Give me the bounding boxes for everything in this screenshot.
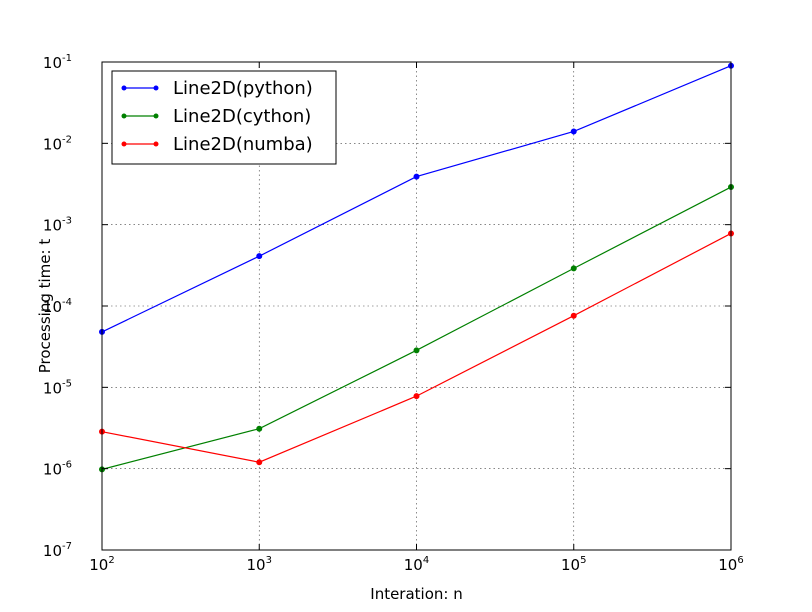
legend-box: [111, 70, 337, 165]
legend-label: Line2D(python): [173, 78, 313, 99]
x-tick-label: 103: [247, 555, 272, 574]
y-tick-label: 10-5: [43, 378, 72, 397]
legend-label: Line2D(numba): [173, 134, 313, 155]
legend-entry: Line2D(numba): [121, 134, 313, 155]
data-point: [570, 312, 577, 319]
legend-marker: [153, 85, 159, 91]
x-tick-label: 105: [561, 555, 586, 574]
x-tick-label: 106: [718, 555, 743, 574]
legend-entry: Line2D(cython): [121, 106, 311, 127]
legend-entry: Line2D(python): [121, 78, 313, 99]
series-1: [99, 62, 734, 335]
data-point: [256, 425, 263, 432]
plot-frame: [101, 61, 732, 551]
legend-label: Line2D(cython): [173, 106, 311, 127]
x-tick-label: 102: [89, 555, 114, 574]
y-tick-label: 10-1: [43, 53, 72, 72]
x-tick-label: 104: [404, 555, 429, 574]
legend-marker: [121, 85, 127, 91]
legend-marker: [121, 113, 127, 119]
y-tick-label: 10-4: [43, 297, 72, 316]
legend: Line2D(python) Line2D(cython) Line2D(numba…: [111, 70, 337, 165]
data-point: [413, 347, 420, 354]
x-axis-label: Interation: n: [370, 585, 462, 603]
legend-marker: [153, 113, 159, 119]
data-point: [256, 253, 263, 260]
y-tick-label: 10-7: [43, 541, 72, 560]
ticks: 102 103 104 105 106 10-7 10-6 10-5 10-4 10-3 10-2 1…: [43, 53, 744, 574]
data-point: [570, 265, 577, 272]
legend-marker: [153, 141, 159, 147]
y-tick-label: 10-6: [43, 460, 72, 479]
series-2: [99, 184, 734, 473]
y-tick-label: 10-3: [43, 216, 72, 235]
data-point: [413, 393, 420, 400]
data-point: [413, 173, 420, 180]
series-layer: [99, 62, 734, 473]
y-axis-label: Processing time: t: [36, 239, 54, 374]
legend-marker: [121, 141, 127, 147]
y-tick-label: 10-2: [43, 134, 72, 153]
series-3: [99, 230, 734, 466]
data-point: [570, 128, 577, 135]
data-point: [256, 459, 263, 466]
